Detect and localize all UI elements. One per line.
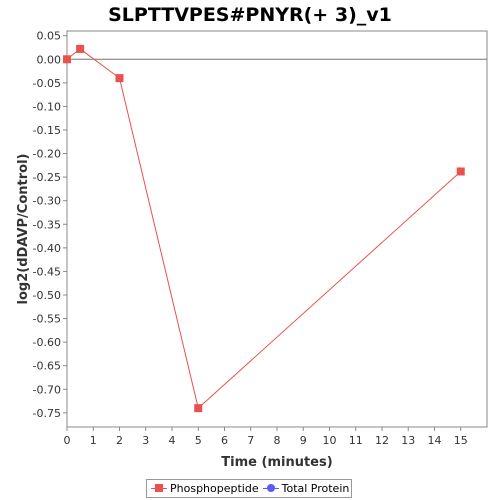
y-axis-ticks: 0.05 0.00 -0.05 -0.10 -0.15 -0.20 -0.25 -0.30 -0… — [33, 30, 67, 420]
y-tick-label: -0.50 — [33, 289, 61, 302]
x-tick-label: 11 — [349, 434, 363, 447]
y-tick-label: -0.75 — [33, 407, 61, 420]
y-tick-label: -0.40 — [33, 242, 61, 255]
y-tick-label: -0.25 — [33, 171, 61, 184]
x-axis-ticks: 0 1 2 3 4 5 6 7 8 9 10 11 12 13 14 15 — [64, 427, 468, 447]
legend-swatch-phosphopeptide — [151, 483, 167, 494]
y-axis-title: log2(dDAVP/Control) — [16, 154, 31, 305]
y-tick-label: 0.00 — [37, 53, 62, 66]
chart-title: SLPTTVPES#PNYR(+ 3)_v1 — [108, 4, 392, 26]
x-tick-label: 6 — [221, 434, 228, 447]
x-axis-title: Time (minutes) — [221, 455, 332, 470]
legend-item-total-protein: Total Protein — [262, 482, 350, 495]
x-tick-label: 9 — [300, 434, 307, 447]
legend-swatch-total-protein — [262, 483, 279, 494]
y-tick-label: -0.15 — [33, 124, 61, 137]
legend-item-phosphopeptide: Phosphopeptide — [151, 482, 259, 495]
y-tick-label: -0.55 — [33, 313, 61, 326]
x-tick-label: 12 — [375, 434, 389, 447]
data-point-phosphopeptide — [456, 167, 465, 176]
legend-label-phosphopeptide: Phosphopeptide — [170, 482, 259, 495]
y-tick-label: -0.10 — [33, 100, 61, 113]
x-tick-label: 3 — [142, 434, 149, 447]
data-point-phosphopeptide — [194, 404, 203, 413]
plot-area — [66, 30, 488, 428]
data-point-phosphopeptide — [63, 55, 71, 64]
x-tick-label: 1 — [90, 434, 97, 447]
x-tick-label: 13 — [401, 434, 415, 447]
y-tick-label: 0.05 — [37, 30, 62, 43]
y-tick-label: -0.65 — [33, 360, 61, 373]
legend-label-total-protein: Total Protein — [281, 482, 350, 495]
x-tick-label: 4 — [169, 434, 176, 447]
y-tick-label: -0.05 — [33, 77, 61, 90]
y-tick-label: -0.45 — [33, 265, 61, 278]
y-tick-label: -0.70 — [33, 383, 61, 396]
x-tick-label: 15 — [454, 434, 468, 447]
x-tick-label: 10 — [323, 434, 337, 447]
y-tick-label: -0.20 — [33, 148, 61, 161]
legend: Phosphopeptide Total Protein — [146, 479, 352, 498]
series-layer — [63, 44, 465, 413]
data-point-phosphopeptide — [115, 74, 124, 83]
x-tick-label: 0 — [64, 434, 71, 447]
data-point-phosphopeptide — [76, 44, 85, 53]
x-tick-label: 5 — [195, 434, 202, 447]
y-tick-label: -0.30 — [33, 195, 61, 208]
x-tick-label: 7 — [247, 434, 254, 447]
y-tick-label: -0.60 — [33, 336, 61, 349]
x-tick-label: 2 — [116, 434, 123, 447]
x-tick-label: 8 — [274, 434, 281, 447]
x-tick-label: 14 — [428, 434, 442, 447]
y-tick-label: -0.35 — [33, 218, 61, 231]
